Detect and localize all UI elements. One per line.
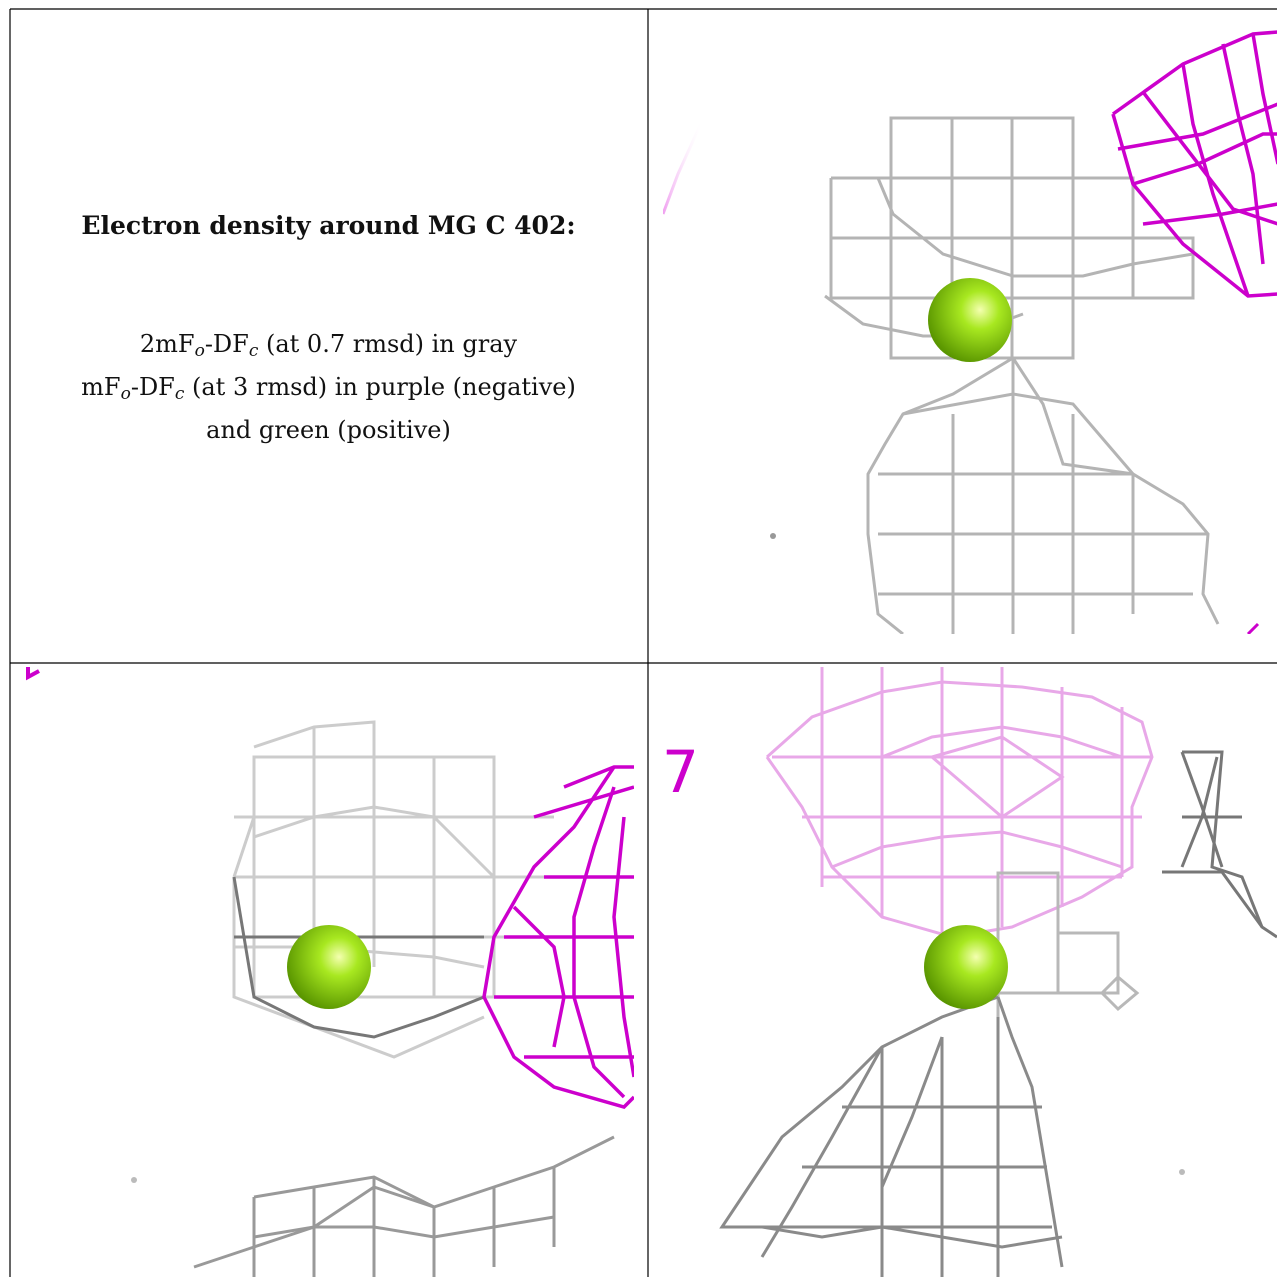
- legend-text: (at 3 rmsd) in purple (negative): [184, 373, 576, 401]
- caption-title: Electron density around MG C 402:: [81, 211, 576, 240]
- faded-negative-mesh: [663, 117, 773, 241]
- magnesium-atom: [924, 925, 1008, 1009]
- density-view-top-right: [663, 30, 1277, 634]
- magnesium-atom: [928, 278, 1012, 362]
- gray-mesh: [824, 116, 1220, 634]
- negative-density-mesh: [482, 765, 634, 1109]
- dark-gray-mesh: [232, 876, 485, 1039]
- negative-density-mesh: [1111, 30, 1277, 298]
- faded-negative-mesh: [765, 667, 1154, 939]
- legend-sub: o: [194, 341, 205, 361]
- density-view-bottom-left: [26, 667, 634, 1277]
- negative-mesh-fragment: [1246, 622, 1260, 634]
- stray-label: 7: [662, 738, 699, 806]
- legend-sub: c: [248, 341, 259, 361]
- density-view-bottom-right: 7: [662, 667, 1277, 1277]
- negative-mesh-fragment: [26, 667, 40, 681]
- stray-dot: [131, 1177, 137, 1183]
- magnesium-atom: [287, 925, 371, 1009]
- legend-line-purple: mFo-DFc (at 3 rmsd) in purple (negative): [10, 369, 647, 412]
- dark-gray-mesh-right: [1162, 750, 1277, 939]
- legend-text: mF: [81, 373, 121, 401]
- gray-mesh-lower: [193, 1135, 615, 1277]
- legend-text: -DF: [130, 373, 175, 401]
- caption-legend: 2mFo-DFc (at 0.7 rmsd) in gray mFo-DFc (…: [10, 326, 647, 448]
- stray-dot: [1179, 1169, 1185, 1175]
- legend-line-gray: 2mFo-DFc (at 0.7 rmsd) in gray: [10, 326, 647, 369]
- legend-text: -DF: [204, 330, 249, 358]
- legend-line-green: and green (positive): [206, 416, 451, 444]
- legend-text: (at 0.7 rmsd) in gray: [258, 330, 518, 358]
- legend-text: 2mF: [139, 330, 195, 358]
- legend-sub: c: [174, 384, 185, 404]
- gray-mesh: [996, 871, 1140, 1017]
- stray-dot: [770, 533, 776, 539]
- dark-gray-mesh: [719, 995, 1064, 1277]
- caption-cell: Electron density around MG C 402: 2mFo-D…: [10, 8, 647, 663]
- legend-sub: o: [120, 384, 131, 404]
